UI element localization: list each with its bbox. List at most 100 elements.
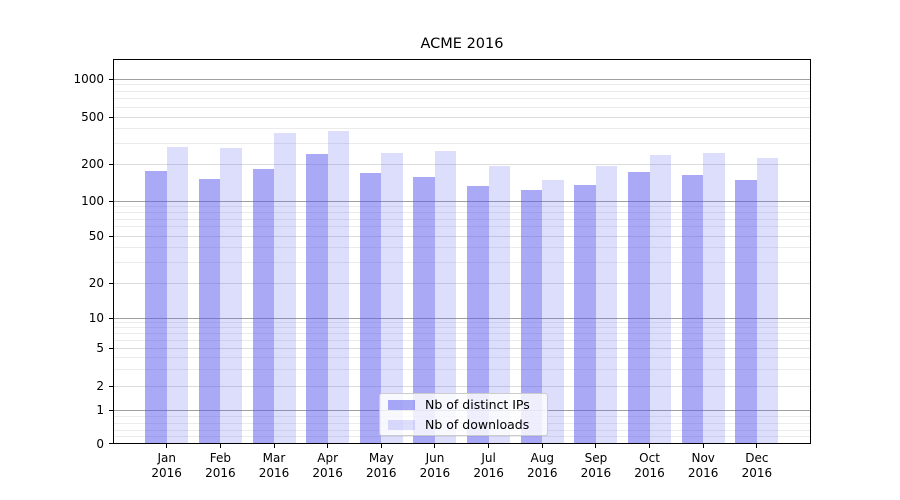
bar-nb-of-distinct-ips-oct <box>628 172 650 444</box>
x-tick-label: Jul 2016 <box>473 451 504 480</box>
gridline <box>113 282 811 284</box>
bar-nb-of-downloads-nov <box>703 153 725 444</box>
bar-nb-of-downloads-sep <box>595 166 618 444</box>
gridline <box>113 246 811 248</box>
y-tick-mark <box>109 409 113 411</box>
y-tick-label: 1000 <box>73 72 104 86</box>
y-tick-label: 5 <box>96 341 104 355</box>
y-tick-mark <box>109 443 113 444</box>
x-tick-label: Aug 2016 <box>526 451 558 480</box>
x-tick-label: Mar 2016 <box>258 451 290 480</box>
y-tick-mark <box>109 282 113 284</box>
legend-item-downloads: Nb of downloads <box>388 416 539 433</box>
y-tick-label: 10 <box>88 311 104 325</box>
bar-nb-of-distinct-ips-mar <box>252 168 274 444</box>
gridline <box>113 327 811 329</box>
y-tick-mark <box>109 200 113 202</box>
bar-nb-of-distinct-ips-sep <box>574 184 596 444</box>
y-tick-label: 200 <box>81 157 104 171</box>
x-tick-mark <box>541 444 543 448</box>
y-tick-label: 50 <box>88 229 104 243</box>
gridline <box>113 116 811 118</box>
gridline <box>113 368 811 370</box>
bar-nb-of-distinct-ips-jun <box>413 176 435 444</box>
gridline <box>113 332 811 334</box>
gridline <box>113 339 811 341</box>
bar-nb-of-downloads-oct <box>649 155 672 444</box>
legend-label-distinct-ips: Nb of distinct IPs <box>425 396 530 412</box>
gridline <box>113 98 811 100</box>
x-tick-label: May 2016 <box>366 451 397 480</box>
legend-swatch-distinct-ips-icon <box>388 399 415 410</box>
x-tick-label: Feb 2016 <box>205 451 236 480</box>
gridline <box>113 106 811 108</box>
y-tick-mark <box>109 78 113 80</box>
y-tick-mark <box>109 163 113 165</box>
gridline <box>113 200 811 202</box>
y-tick-mark <box>109 347 113 349</box>
gridline <box>113 317 811 319</box>
x-tick-label: Jun 2016 <box>419 451 451 480</box>
y-tick-mark <box>109 235 113 237</box>
x-tick-mark <box>756 444 758 448</box>
y-tick-label: 2 <box>96 379 104 393</box>
gridline <box>113 218 811 220</box>
bar-nb-of-distinct-ips-aug <box>520 189 543 444</box>
gridline <box>113 205 811 207</box>
gridline <box>113 84 811 86</box>
x-tick-mark <box>488 444 490 448</box>
bar-nb-of-downloads-mar <box>274 132 296 444</box>
legend-label-downloads: Nb of downloads <box>425 416 530 432</box>
gridline <box>113 142 811 144</box>
gridline <box>113 261 811 263</box>
x-tick-label: Jan 2016 <box>151 451 182 480</box>
bar-nb-of-downloads-feb <box>220 148 242 444</box>
bar-nb-of-distinct-ips-apr <box>306 153 328 444</box>
y-tick-label: 100 <box>81 194 104 208</box>
x-tick-mark <box>649 444 651 448</box>
x-tick-mark <box>273 444 275 448</box>
gridline <box>113 226 811 228</box>
x-tick-mark <box>595 444 597 448</box>
bar-nb-of-downloads-apr <box>327 131 350 444</box>
x-tick-label: Nov 2016 <box>687 451 719 480</box>
x-tick-label: Dec 2016 <box>741 451 773 480</box>
gridline <box>113 211 811 213</box>
legend: Nb of distinct IPs Nb of downloads <box>379 393 548 436</box>
x-tick-mark <box>434 444 436 448</box>
gridline <box>113 322 811 324</box>
bar-nb-of-downloads-jul <box>488 166 511 444</box>
gridline <box>113 235 811 237</box>
bar-nb-of-distinct-ips-jan <box>145 171 167 444</box>
x-tick-mark <box>166 444 168 448</box>
x-tick-mark <box>380 444 382 448</box>
bar-nb-of-downloads-aug <box>542 180 564 444</box>
gridline <box>113 356 811 358</box>
legend-item-distinct-ips: Nb of distinct IPs <box>388 396 539 413</box>
bar-nb-of-distinct-ips-feb <box>198 178 221 444</box>
y-tick-mark <box>109 385 113 387</box>
y-tick-mark <box>109 317 113 319</box>
bar-nb-of-distinct-ips-may <box>359 172 382 444</box>
x-tick-mark <box>219 444 221 448</box>
x-tick-mark <box>702 444 704 448</box>
x-tick-label: Oct 2016 <box>634 451 665 480</box>
bar-nb-of-downloads-jun <box>434 150 457 444</box>
x-tick-label: Sep 2016 <box>580 451 612 480</box>
gridline <box>113 347 811 349</box>
bar-nb-of-downloads-may <box>381 152 403 444</box>
y-tick-label: 20 <box>88 276 104 290</box>
bar-nb-of-downloads-dec <box>756 157 779 444</box>
y-tick-label: 500 <box>81 110 104 124</box>
x-tick-mark <box>327 444 329 448</box>
gridline <box>113 163 811 165</box>
bar-nb-of-distinct-ips-jul <box>467 185 489 444</box>
legend-swatch-downloads-icon <box>388 419 415 430</box>
gridline <box>113 78 811 80</box>
chart-title: ACME 2016 <box>420 36 504 52</box>
gridline <box>113 436 811 438</box>
bar-nb-of-distinct-ips-dec <box>735 180 757 444</box>
y-tick-mark <box>109 116 113 118</box>
gridline <box>113 90 811 92</box>
